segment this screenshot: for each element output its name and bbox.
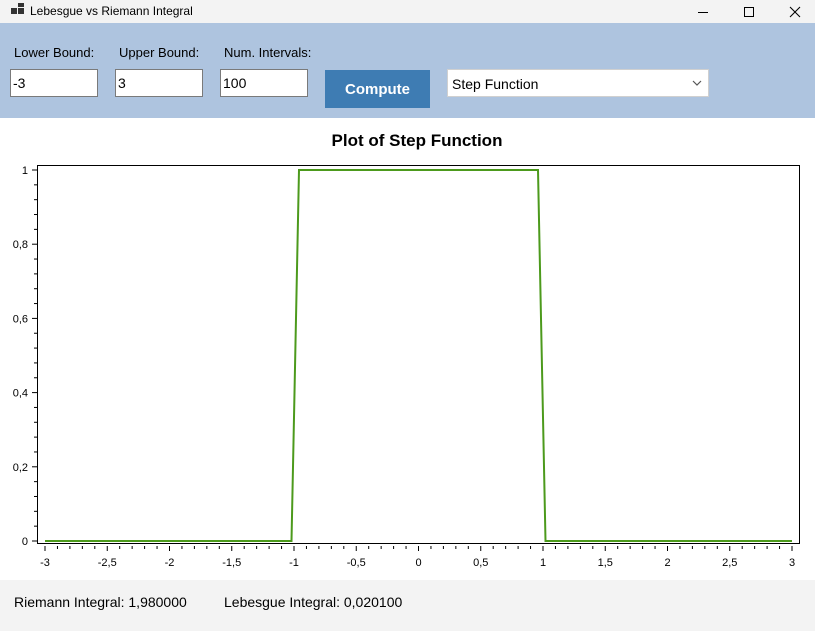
series-line — [45, 169, 792, 542]
y-tick-label: 0,4 — [13, 388, 28, 400]
x-tick-label: 0,5 — [473, 557, 488, 569]
maximize-button[interactable] — [726, 0, 772, 23]
upper-bound-input[interactable] — [115, 69, 203, 97]
minimize-icon — [698, 11, 708, 13]
lebesgue-result: Lebesgue Integral: 0,020100 — [224, 594, 403, 610]
x-tick-label: -1,5 — [222, 557, 241, 569]
x-tick-label: 0 — [415, 557, 421, 569]
x-tick-label: 1,5 — [598, 557, 613, 569]
x-tick-label: -1 — [289, 557, 299, 569]
minimize-button[interactable] — [680, 0, 726, 23]
function-select-value: Step Function — [452, 76, 539, 92]
x-tick-label: 2 — [664, 557, 670, 569]
app-icon — [11, 3, 24, 14]
x-tick-label: 3 — [789, 557, 795, 569]
step-function-chart: Plot of Step Function -3 -2,5 -2 -1,5 -1 -0,5… — [13, 131, 800, 569]
y-tick-label: 0 — [22, 536, 28, 548]
y-tick-label: 1 — [22, 165, 28, 177]
chart-title: Plot of Step Function — [332, 131, 503, 150]
title-bar: Lebesgue vs Riemann Integral — [0, 0, 815, 23]
status-bar: Riemann Integral: 1,980000 Lebesgue Inte… — [0, 580, 815, 631]
x-tick-label: 1 — [540, 557, 546, 569]
compute-button[interactable]: Compute — [325, 70, 430, 108]
riemann-result: Riemann Integral: 1,980000 — [14, 594, 187, 610]
chart-area: Plot of Step Function -3 -2,5 -2 -1,5 -1 -0,5… — [0, 118, 815, 580]
x-tick-label: -3 — [40, 557, 50, 569]
plot-frame — [37, 165, 800, 544]
close-button[interactable] — [772, 0, 815, 23]
parameter-panel: Lower Bound: Upper Bound: Num. Intervals… — [0, 23, 815, 118]
x-tick-label: 2,5 — [722, 557, 737, 569]
y-tick-label: 0,6 — [13, 313, 28, 325]
x-tick-label: -0,5 — [347, 557, 366, 569]
lower-bound-input[interactable] — [10, 69, 98, 97]
maximize-icon — [744, 6, 754, 17]
window-title: Lebesgue vs Riemann Integral — [30, 4, 193, 18]
y-tick-label: 0,8 — [13, 239, 28, 251]
x-tick-label: -2,5 — [98, 557, 117, 569]
chevron-down-icon — [692, 80, 702, 86]
upper-bound-label: Upper Bound: — [119, 45, 200, 60]
y-tick-label: 0,2 — [13, 462, 28, 474]
x-tick-label: -2 — [165, 557, 175, 569]
close-icon — [789, 6, 801, 17]
num-intervals-input[interactable] — [220, 69, 308, 97]
function-select[interactable]: Step Function — [447, 69, 709, 97]
lower-bound-label: Lower Bound: — [14, 45, 95, 60]
num-intervals-label: Num. Intervals: — [224, 45, 312, 60]
